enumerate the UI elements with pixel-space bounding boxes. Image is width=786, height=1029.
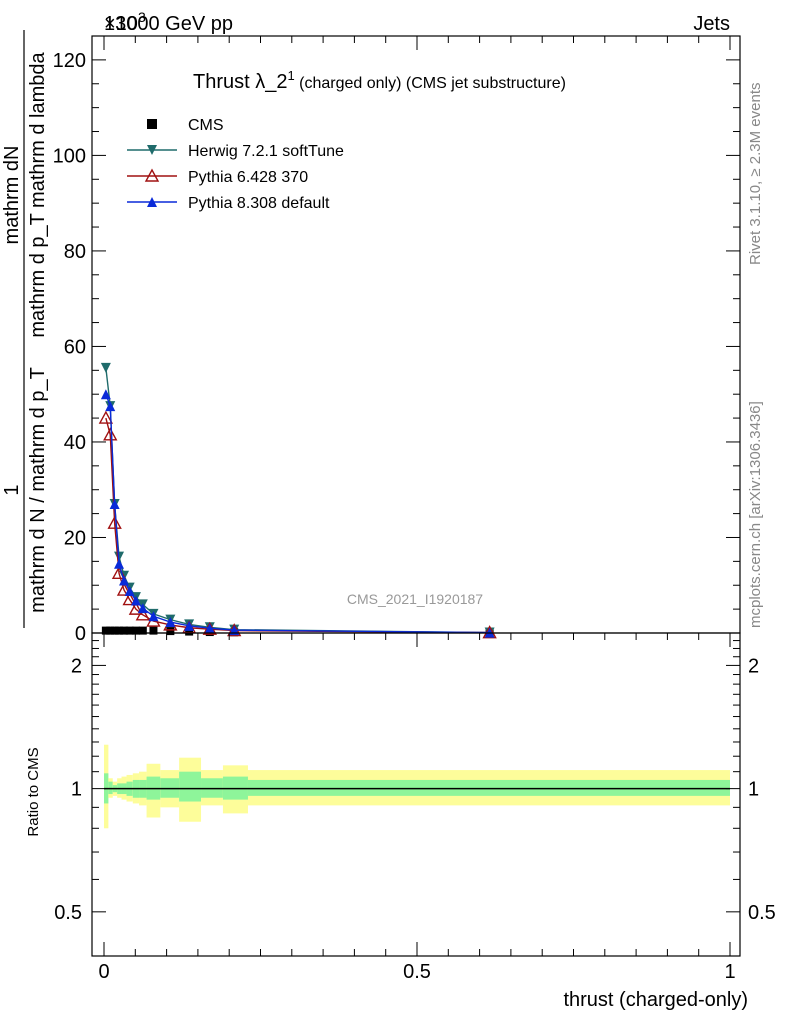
ratio-bands (104, 744, 731, 829)
data-point-series-3 (148, 611, 159, 622)
rivet-label: Rivet 3.1.10, ≥ 2.3M events (747, 83, 764, 266)
ratio-stat-band-1 (108, 781, 113, 795)
data-point-series-0 (166, 627, 175, 636)
x-tick-label: 1 (724, 961, 735, 983)
legend-label-3: Pythia 8.308 default (188, 195, 330, 212)
xlabel: thrust (charged-only) (563, 989, 748, 1011)
data-point-series-3 (100, 389, 111, 400)
ratio-y-tick-label: 2 (71, 655, 82, 677)
watermark-label: CMS_2021_I1920187 (347, 591, 483, 607)
main-y-tick-label: 100 (53, 145, 86, 167)
data-point-series-0 (101, 626, 110, 635)
data-point-series-2 (98, 410, 114, 424)
data-point-series-3 (114, 558, 125, 569)
header-exponent: ×103 (104, 9, 146, 35)
main-y-tick-label: 80 (64, 241, 86, 263)
ylabel-inner: mathrm d p_T mathrm d lambda (27, 51, 49, 337)
main-frame: 0 20 40 60 80 100 120 (53, 35, 741, 645)
legend-label-2: Pythia 6.428 370 (188, 169, 308, 186)
x-tick-label: 0.5 (403, 961, 431, 983)
data-point-series-3 (204, 623, 215, 634)
ylabel-outer: 1 (1, 484, 23, 495)
data-point-series-2 (116, 582, 132, 596)
legend-marker-0 (147, 119, 157, 129)
main-title: Thrust λ_21 (charged only) (CMS jet subs… (193, 68, 566, 93)
data-point-series-2 (103, 427, 118, 441)
ratio-stat-band-10 (179, 771, 202, 802)
data-point-series-0 (120, 626, 129, 635)
ratio-frame: 0.5 0.5 1 1 2 2 0 0.5 1 (54, 632, 776, 983)
ratio-y-tick-label-right: 2 (748, 655, 759, 677)
main-y-tick-label: 20 (64, 527, 86, 549)
data-point-series-3 (105, 401, 116, 412)
data-point-series-2 (107, 515, 122, 529)
ratio-y-tick-label-right: 0.5 (748, 902, 776, 924)
main-y-tick-label: 60 (64, 336, 86, 358)
data-point-series-3 (130, 595, 141, 606)
data-point-series-0 (131, 626, 140, 635)
data-point-series-0 (106, 626, 115, 635)
ratio-y-tick-label: 1 (71, 779, 82, 801)
ratio-y-tick-label-right: 1 (748, 779, 759, 801)
data-point-series-0 (185, 627, 194, 636)
legend-marker-1 (147, 145, 157, 155)
data-point-series-2 (135, 607, 150, 621)
data-point-series-3 (184, 620, 195, 631)
x-tick-label: 0 (98, 961, 109, 983)
data-point-series-0 (115, 626, 124, 635)
ratio-plot-frame (91, 632, 741, 957)
mcplots-label: mcplots.cern.ch [arXiv:1306.3436] (747, 401, 764, 628)
header-jets: Jets (693, 13, 730, 35)
main-y-tick-label: 120 (53, 50, 86, 72)
ratio-stat-band-13 (247, 779, 731, 796)
main-data (98, 362, 497, 639)
legend-label-1: Herwig 7.2.1 softTune (188, 143, 344, 160)
ylabel-numerator: mathrm dN (1, 146, 23, 245)
legend-label-0: CMS (188, 117, 224, 134)
legend-marker-3 (147, 197, 157, 207)
data-point-series-3 (137, 603, 148, 614)
data-point-series-3 (165, 617, 176, 628)
ratio-y-tick-label: 0.5 (54, 902, 82, 924)
legend: CMS Herwig 7.2.1 softTune Pythia 6.428 370… (127, 117, 344, 212)
data-point-series-0 (149, 626, 158, 635)
data-point-series-0 (138, 626, 147, 635)
data-point-series-2 (122, 592, 137, 606)
legend-marker-2 (144, 168, 160, 182)
data-point-series-0 (125, 626, 134, 635)
data-point-series-1 (100, 362, 111, 373)
main-y-tick-label: 0 (75, 623, 86, 645)
data-point-series-0 (110, 626, 119, 635)
main-y-tick-label: 40 (64, 432, 86, 454)
main-ylabel: 1 mathrm dN mathrm d p_T mathrm d lambda… (1, 30, 49, 628)
ratio-ylabel: Ratio to CMS (25, 747, 42, 836)
header-energy: 13000 GeV pp (104, 13, 233, 35)
ylabel-denominator: mathrm d N / mathrm d p_T (27, 367, 49, 613)
data-point-series-2 (128, 601, 144, 615)
data-point-series-3 (124, 585, 135, 596)
data-point-series-3 (119, 575, 130, 586)
data-point-series-3 (109, 499, 120, 510)
